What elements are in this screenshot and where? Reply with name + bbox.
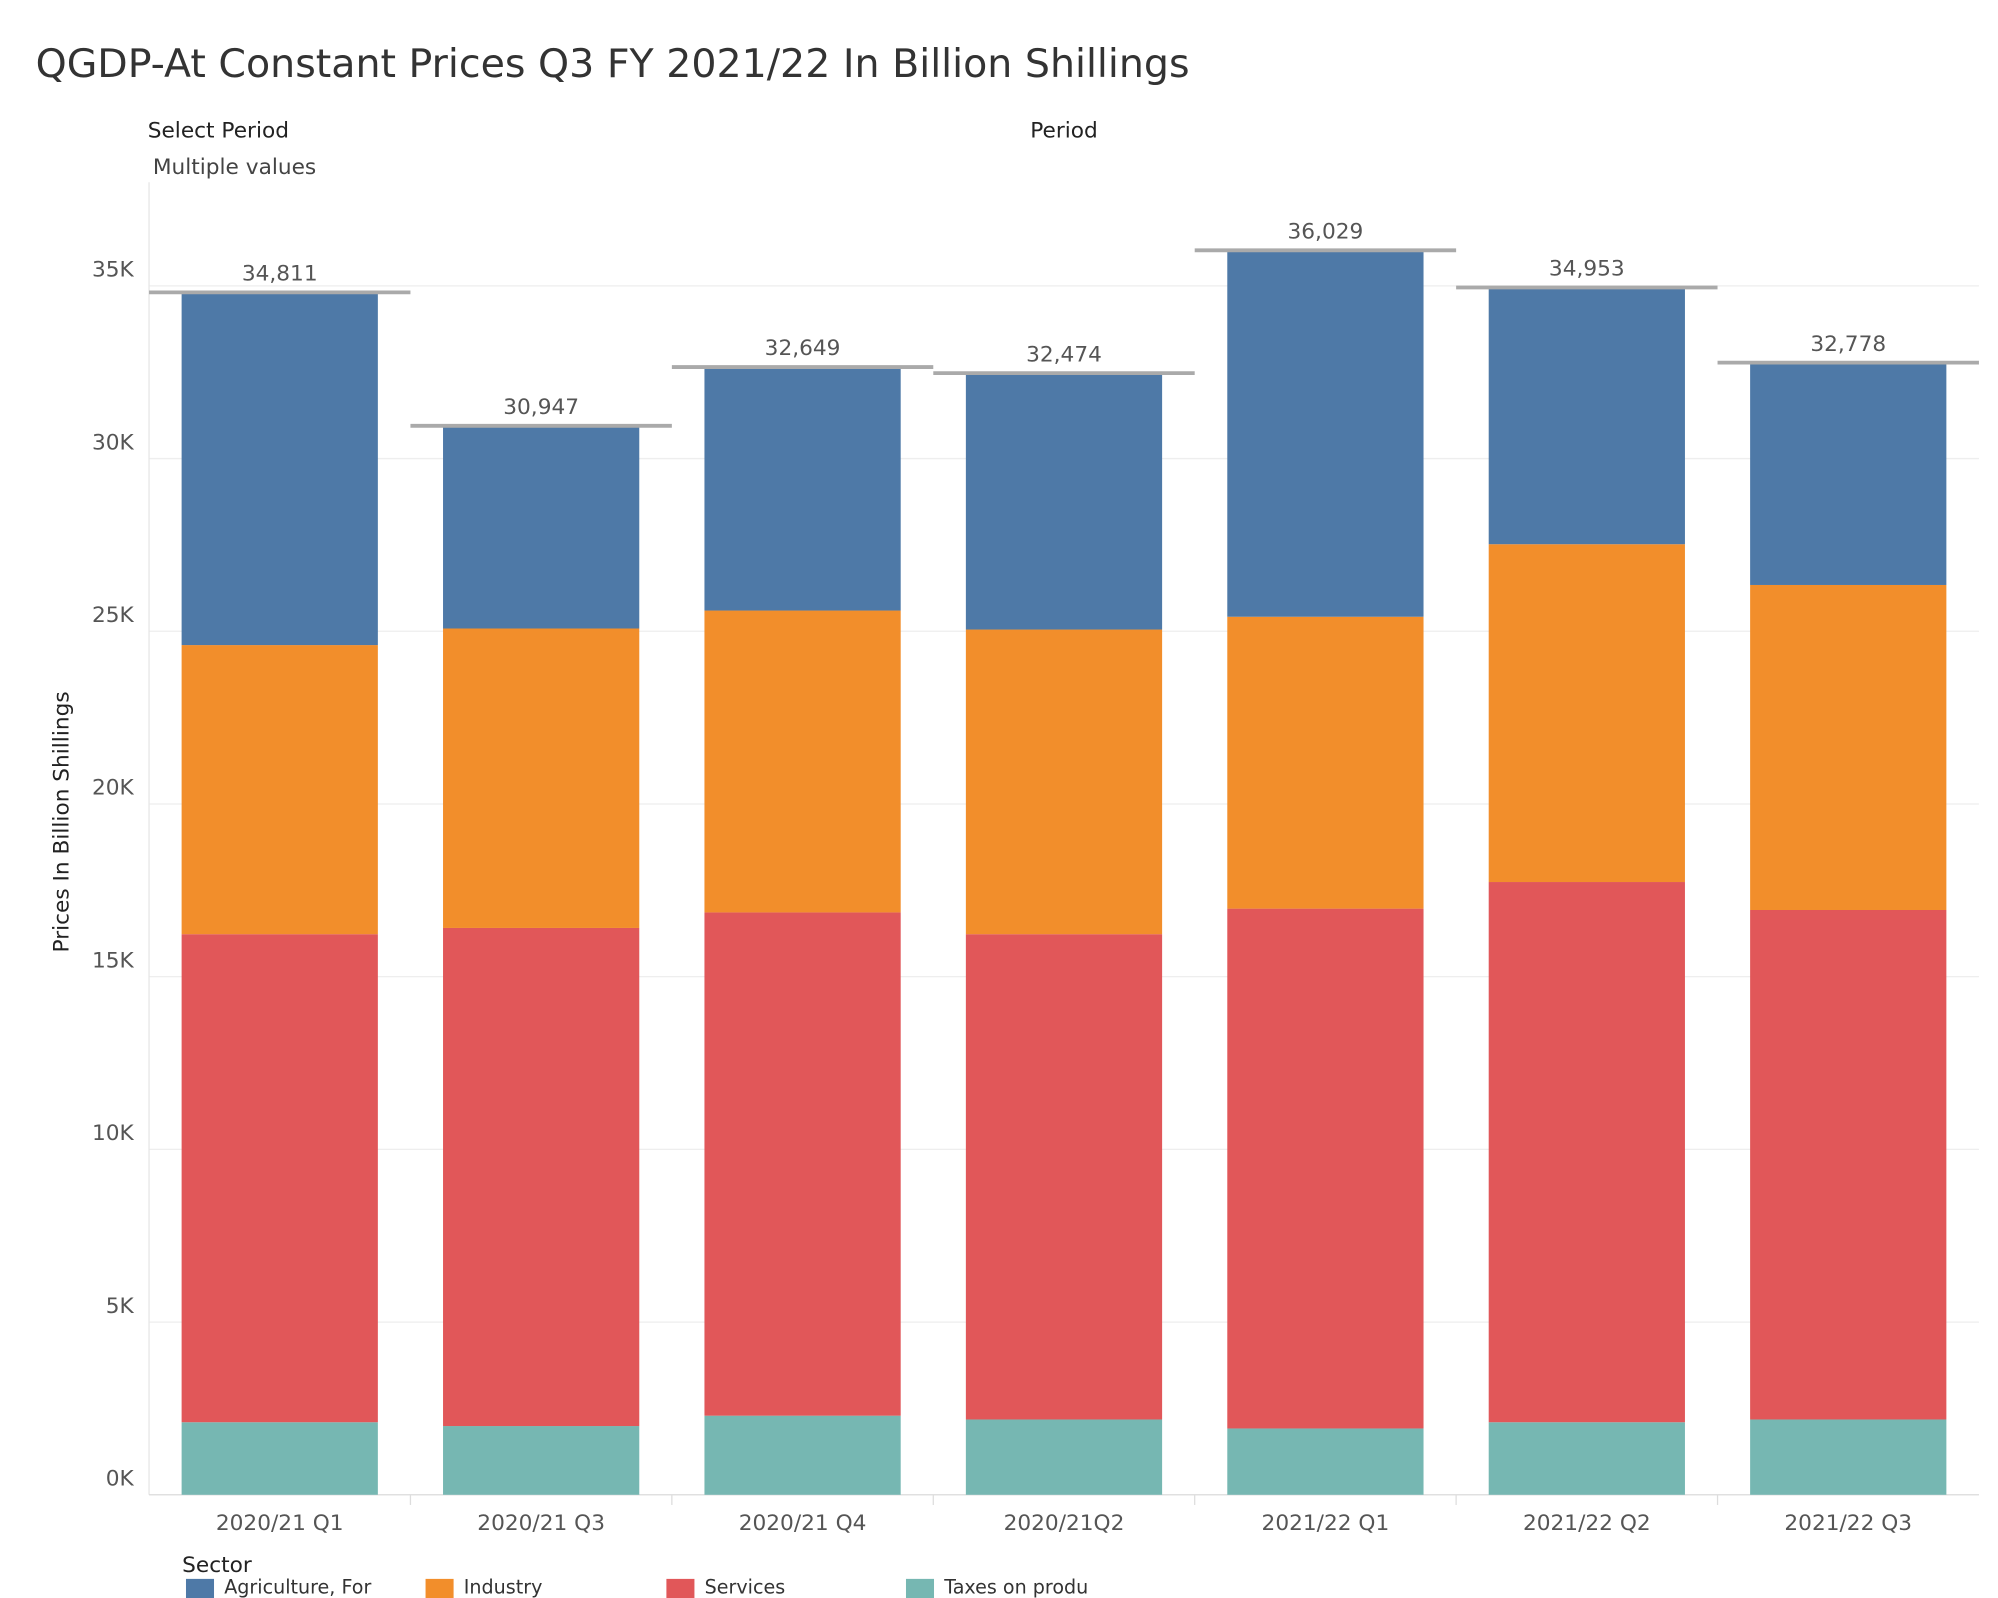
bar-segment xyxy=(965,934,1163,1420)
bar-segment xyxy=(1750,362,1947,585)
total-label: 34,811 xyxy=(242,262,318,287)
bar-segment xyxy=(704,367,901,611)
filter-label: Select Period xyxy=(148,118,289,143)
bar-segment xyxy=(704,610,901,913)
x-tick-label: 2020/21Q2 xyxy=(1004,1511,1125,1536)
legend-label: Services xyxy=(705,1575,786,1598)
bar-segment xyxy=(965,373,1163,630)
x-tick-label: 2020/21 Q1 xyxy=(216,1511,344,1536)
y-tick-label: 20K xyxy=(92,776,135,801)
total-label: 32,778 xyxy=(1810,332,1886,357)
total-label: 32,474 xyxy=(1026,342,1102,367)
y-tick-label: 30K xyxy=(92,430,135,455)
y-tick-label: 0K xyxy=(106,1466,135,1491)
legend-title: Sector xyxy=(182,1553,252,1578)
legend-label: Agriculture, For xyxy=(224,1575,371,1598)
total-label: 30,947 xyxy=(503,395,579,420)
bar-segment xyxy=(1750,584,1947,911)
bar-segment xyxy=(181,934,378,1423)
bar-segment xyxy=(443,1426,640,1495)
bar-segment xyxy=(704,1415,901,1495)
bar-segment xyxy=(181,292,378,646)
chart-title: QGDP-At Constant Prices Q3 FY 2021/22 In… xyxy=(36,41,1190,87)
total-label: 36,029 xyxy=(1288,219,1364,244)
bar-segment xyxy=(1227,616,1424,909)
bar-segment xyxy=(1227,1428,1424,1495)
bar-segment xyxy=(1750,1419,1947,1495)
total-label: 34,953 xyxy=(1549,257,1625,282)
y-tick-label: 35K xyxy=(92,258,135,283)
legend-label: Taxes on produ xyxy=(943,1575,1088,1598)
bar-segment xyxy=(443,425,640,629)
bar-segment xyxy=(704,912,901,1416)
total-label: 32,649 xyxy=(765,336,841,361)
bar-segment xyxy=(1488,1422,1685,1495)
x-tick-label: 2021/22 Q1 xyxy=(1262,1511,1390,1536)
bar-segment xyxy=(1488,882,1685,1423)
column-header: Period xyxy=(1030,118,1098,143)
bar-segment xyxy=(1750,910,1947,1420)
y-axis-title: Prices In Billion Shillings xyxy=(49,691,74,952)
filter-value[interactable]: Multiple values xyxy=(153,155,316,180)
x-tick-label: 2021/22 Q2 xyxy=(1523,1511,1651,1536)
y-tick-label: 5K xyxy=(106,1294,135,1319)
legend-swatch xyxy=(185,1578,215,1598)
bar-segment xyxy=(181,1422,378,1495)
legend-swatch xyxy=(905,1578,935,1598)
x-tick-label: 2020/21 Q3 xyxy=(477,1511,605,1536)
bar-segment xyxy=(965,1419,1163,1495)
y-tick-label: 10K xyxy=(92,1121,135,1146)
bar-segment xyxy=(443,927,640,1427)
legend-label: Industry xyxy=(464,1575,543,1598)
bar-segment xyxy=(1227,908,1424,1429)
legend-swatch xyxy=(425,1578,454,1598)
y-tick-label: 25K xyxy=(92,603,135,628)
bar-segment xyxy=(181,645,378,935)
bar-segment xyxy=(443,628,640,928)
bar-segment xyxy=(1227,250,1424,617)
legend-swatch xyxy=(666,1578,695,1598)
bar-segment xyxy=(1488,544,1685,883)
x-tick-label: 2021/22 Q3 xyxy=(1784,1511,1912,1536)
bar-segment xyxy=(965,629,1163,935)
y-tick-label: 15K xyxy=(92,948,135,973)
bar-segment xyxy=(1488,287,1685,545)
x-tick-label: 2020/21 Q4 xyxy=(739,1511,867,1536)
